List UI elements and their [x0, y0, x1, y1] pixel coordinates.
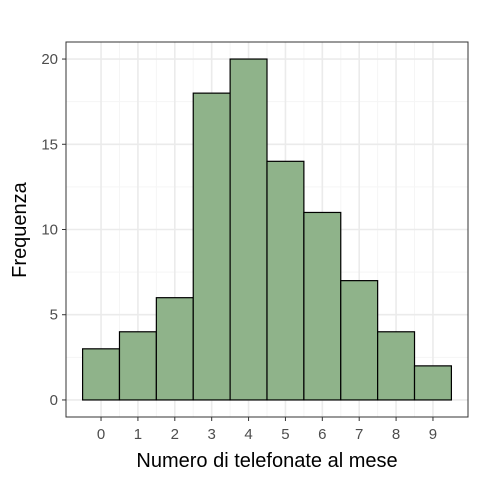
y-axis-ticks: 0 5 10 15 20 [41, 51, 66, 409]
bar [303, 211, 342, 401]
x-tick-label: 6 [318, 426, 326, 443]
x-tick-label: 8 [392, 426, 400, 443]
x-tick-label: 5 [281, 426, 289, 443]
bar [229, 58, 268, 401]
x-tick-label: 4 [244, 426, 252, 443]
bars [81, 58, 453, 401]
y-axis-title: Frequenza [9, 181, 31, 277]
x-tick-label: 2 [171, 426, 179, 443]
x-axis-ticks: 0 1 2 3 4 5 6 7 8 9 [97, 417, 437, 443]
x-tick-label: 9 [429, 426, 437, 443]
bar [81, 348, 121, 401]
x-tick-label: 1 [134, 426, 142, 443]
bar [266, 160, 305, 401]
bar [377, 331, 416, 401]
bar [413, 365, 453, 401]
y-tick-label: 0 [50, 392, 58, 409]
y-tick-label: 5 [50, 307, 58, 324]
bar [118, 331, 157, 401]
x-tick-label: 3 [208, 426, 216, 443]
bar [192, 92, 231, 401]
y-tick-label: 20 [41, 51, 58, 68]
x-tick-label: 7 [355, 426, 363, 443]
y-tick-label: 10 [41, 222, 58, 239]
bar [340, 280, 379, 401]
y-tick-label: 15 [41, 136, 58, 153]
x-axis-title: Numero di telefonate al mese [136, 450, 397, 472]
x-tick-label: 0 [97, 426, 105, 443]
bar [155, 297, 194, 401]
